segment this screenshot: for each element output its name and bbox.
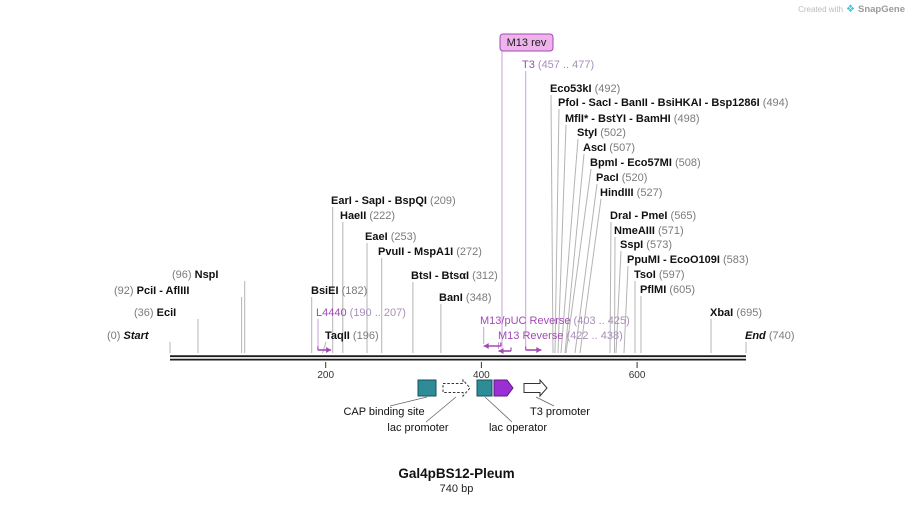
label-sspi[interactable]: SspI (573) <box>620 239 672 251</box>
primer-arrow-t3-head <box>536 347 542 353</box>
label-ecii[interactable]: (36) EciI <box>134 307 176 319</box>
label-pvuii-mspa1i[interactable]: PvuII - MspA1I (272) <box>378 246 482 258</box>
label-haeii[interactable]: HaeII (222) <box>340 210 395 222</box>
feature-t3-promoter[interactable] <box>523 378 548 398</box>
plasmid-name: Gal4pBS12-Pleum <box>398 466 515 481</box>
credit-prefix: Created with <box>798 5 844 14</box>
leader-line-sspi <box>615 250 622 354</box>
label-bsiei[interactable]: BsiEI (182) <box>311 285 367 297</box>
label-btsi-bts-i[interactable]: BtsI - BtsαI (312) <box>411 270 498 282</box>
leader-line-paci <box>574 183 598 354</box>
feature-connector <box>389 396 428 407</box>
map-footer: Gal4pBS12-Pleum 740 bp <box>0 466 913 495</box>
label-asci[interactable]: AscI (507) <box>583 142 635 154</box>
plasmid-length: 740 bp <box>439 483 474 495</box>
leader-line-mfli-bstyi-bamhi <box>557 124 567 354</box>
feature-label-cap-binding-site: CAP binding site <box>343 406 424 418</box>
label-taqii[interactable]: TaqII (196) <box>325 330 379 342</box>
label-tsoi[interactable]: TsoI (597) <box>634 269 685 281</box>
primer-label-l4440[interactable]: L4440 (190 .. 207) <box>316 307 406 319</box>
primer-arrow-m13-reverse-head <box>498 348 504 354</box>
label-xbai[interactable]: XbaI (695) <box>710 307 762 319</box>
label-eaei[interactable]: EaeI (253) <box>365 231 416 243</box>
leader-line-taqii <box>322 341 327 354</box>
feature-label-lac-operator: lac operator <box>489 422 547 434</box>
leader-line-pfoi-saci-banii-bsihkai-bsp1286i <box>554 108 560 354</box>
primer-label-m13-reverse[interactable]: M13 Reverse (422 .. 438) <box>498 330 623 342</box>
purple-arrow-feature[interactable] <box>493 379 514 397</box>
label-styi[interactable]: StyI (502) <box>577 127 626 139</box>
feature-connector <box>535 396 555 407</box>
label-nmeaiii[interactable]: NmeAIII (571) <box>614 225 684 237</box>
label-bani[interactable]: BanI (348) <box>439 292 492 304</box>
ruler-label: 600 <box>629 370 646 381</box>
feature-lac-promoter[interactable] <box>442 378 471 398</box>
label-end[interactable]: End (740) <box>745 330 795 342</box>
leader-line-eco53ki <box>550 94 554 354</box>
label-pflmi[interactable]: PflMI (605) <box>640 284 695 296</box>
feature-connector <box>425 396 457 423</box>
primer-arrow-m13-puc-reverse-head <box>483 343 489 349</box>
label-hindiii[interactable]: HindIII (527) <box>600 187 662 199</box>
leader-line-nmeaiii <box>614 236 616 354</box>
credit-brand: SnapGene <box>858 4 905 15</box>
label-paci[interactable]: PacI (520) <box>596 172 647 184</box>
label-ppumi-ecoo109i[interactable]: PpuMI - EcoO109I (583) <box>627 254 749 266</box>
feature-connector <box>484 396 513 423</box>
leader-line-hindiii <box>579 198 602 354</box>
m13-rev-label[interactable]: M13 rev <box>507 37 547 49</box>
primer-label-m13-puc-reverse[interactable]: M13/pUC Reverse (403 .. 425) <box>480 315 630 327</box>
feature-label-lac-promoter: lac promoter <box>387 422 448 434</box>
label-eco53ki[interactable]: Eco53kI (492) <box>550 83 620 95</box>
primer-label-t3[interactable]: T3 (457 .. 477) <box>522 59 594 71</box>
leader-line-asci <box>564 153 585 354</box>
label-bpmi-eco57mi[interactable]: BpmI - Eco57MI (508) <box>590 157 701 169</box>
label-start[interactable]: (0) Start <box>107 330 150 342</box>
label-pfoi-saci-banii-bsihkai-bsp1286i[interactable]: PfoI - SacI - BanII - BsiHKAI - Bsp1286I… <box>558 97 788 109</box>
ruler-label: 400 <box>473 370 490 381</box>
leader-line-bpmi-eco57mi <box>565 168 592 354</box>
m13-rev-primer-flag[interactable] <box>499 33 554 52</box>
leader-line-styi <box>560 138 579 354</box>
ruler-label: 200 <box>317 370 334 381</box>
feature-label-t3-promoter: T3 promoter <box>530 406 590 418</box>
label-mfli-bstyi-bamhi[interactable]: MflI* - BstYI - BamHI (498) <box>565 113 699 125</box>
primer-arrow-l4440-head <box>326 347 332 353</box>
label-drai-pmei[interactable]: DraI - PmeI (565) <box>610 210 696 222</box>
leader-line-drai-pmei <box>609 221 612 354</box>
feature-cap-binding-site[interactable] <box>417 379 437 397</box>
feature-lac-operator[interactable] <box>476 379 493 397</box>
label-nspi[interactable]: (96) NspI <box>172 269 218 281</box>
snapgene-logo-icon: ❖ <box>846 3 855 15</box>
label-pcii-afliii[interactable]: (92) PciI - AflIII <box>114 285 189 297</box>
label-eari-sapi-bspqi[interactable]: EarI - SapI - BspQI (209) <box>331 195 456 207</box>
snapgene-credit: Created with ❖ SnapGene <box>798 4 905 15</box>
leader-line-ppumi-ecoo109i <box>623 265 629 354</box>
